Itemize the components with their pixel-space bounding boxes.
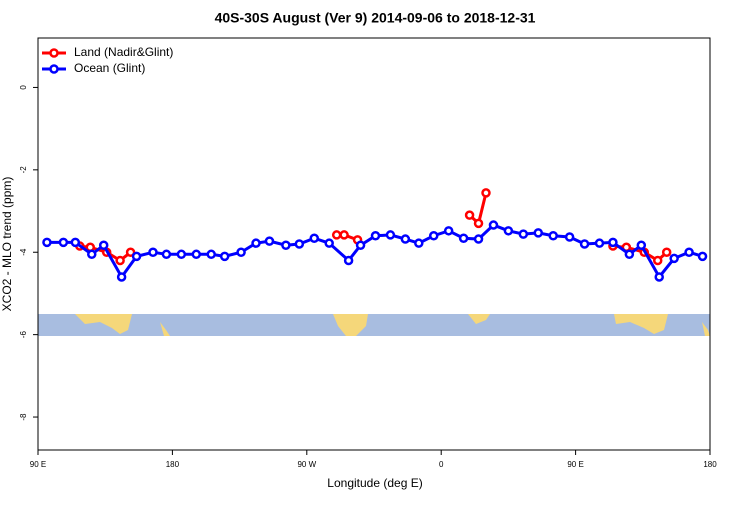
data-point xyxy=(58,237,69,248)
data-point xyxy=(219,251,230,262)
legend-marker xyxy=(49,64,59,74)
data-point xyxy=(309,233,320,243)
y-tick-label: -6 xyxy=(19,331,28,339)
data-point xyxy=(488,220,499,230)
data-point xyxy=(481,188,491,198)
data-point xyxy=(339,230,349,240)
data-point xyxy=(176,249,187,260)
data-point xyxy=(343,255,354,266)
data-point xyxy=(70,237,81,248)
data-point xyxy=(548,231,558,241)
x-tick-label: 180 xyxy=(166,460,180,469)
data-point xyxy=(191,249,202,260)
y-tick-label: -4 xyxy=(19,248,28,256)
x-axis-label: Longitude (deg E) xyxy=(327,476,422,490)
data-point xyxy=(294,239,305,249)
data-point xyxy=(281,240,291,250)
plot-frame xyxy=(37,37,711,451)
data-point xyxy=(161,249,172,260)
data-point xyxy=(331,230,342,240)
legend-label: Ocean (Glint) xyxy=(74,61,145,75)
data-point xyxy=(236,247,246,257)
data-point xyxy=(370,231,381,241)
x-tick-label: 0 xyxy=(439,460,444,469)
data-point xyxy=(697,251,708,262)
data-point xyxy=(654,272,664,282)
data-point xyxy=(131,251,142,262)
data-point xyxy=(661,247,672,257)
data-point xyxy=(579,239,590,249)
data-point xyxy=(115,255,125,266)
data-point xyxy=(652,255,663,266)
data-point xyxy=(608,237,618,248)
data-point xyxy=(264,236,275,246)
data-point xyxy=(125,247,136,257)
chart-title: 40S-30S August (Ver 9) 2014-09-06 to 201… xyxy=(215,10,536,26)
data-point xyxy=(564,232,575,242)
data-point xyxy=(473,234,484,244)
data-point xyxy=(98,240,109,250)
data-point xyxy=(324,238,334,248)
data-point xyxy=(428,231,439,241)
data-point xyxy=(414,238,424,248)
x-tick-label: 90 W xyxy=(297,460,316,469)
data-point xyxy=(533,228,544,238)
data-point xyxy=(116,272,127,282)
data-point xyxy=(251,238,261,248)
data-point xyxy=(148,247,158,257)
data-point xyxy=(518,229,529,239)
data-point xyxy=(458,233,469,243)
data-point xyxy=(684,247,694,257)
data-point xyxy=(355,240,366,250)
y-tick-label: -2 xyxy=(19,166,28,174)
x-tick-label: 90 E xyxy=(567,460,583,469)
data-point xyxy=(400,234,411,244)
y-tick-label: -8 xyxy=(19,413,28,421)
data-point xyxy=(385,230,396,240)
data-point xyxy=(443,226,454,236)
y-tick-label: 0 xyxy=(19,85,28,90)
x-tick-label: 90 E xyxy=(30,460,46,469)
legend-marker xyxy=(49,48,59,58)
data-point xyxy=(87,249,97,260)
data-point xyxy=(42,237,52,248)
map-strip xyxy=(38,314,710,336)
y-axis-label: XCO2 - MLO trend (ppm) xyxy=(0,177,14,312)
data-point xyxy=(464,210,475,220)
data-point xyxy=(206,249,216,260)
x-tick-label: 180 xyxy=(703,460,717,469)
data-point xyxy=(503,226,514,236)
data-point xyxy=(594,238,605,248)
data-point xyxy=(636,240,647,250)
data-point xyxy=(624,249,635,260)
legend-label: Land (Nadir&Glint) xyxy=(74,45,173,59)
data-point xyxy=(669,253,679,264)
data-point xyxy=(473,218,484,229)
